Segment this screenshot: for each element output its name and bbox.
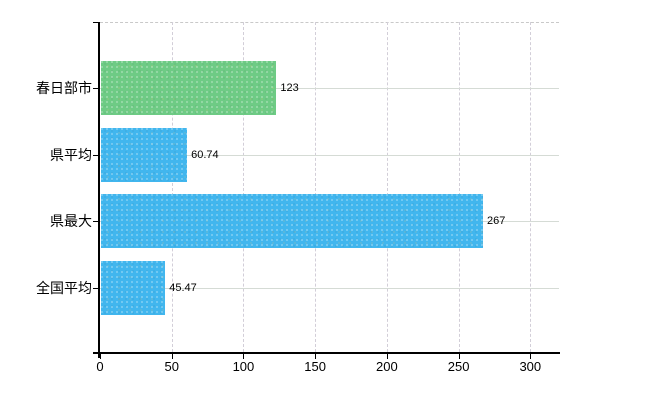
bar-県平均 — [101, 127, 188, 182]
x-tick-label: 50 — [164, 359, 179, 374]
x-tick — [458, 354, 460, 359]
vertical-gridline — [171, 22, 173, 352]
plot-top-border — [100, 22, 559, 23]
x-tick-label: 250 — [447, 359, 470, 374]
vertical-gridline — [243, 22, 245, 352]
bar-value-label: 45.47 — [169, 281, 197, 294]
x-tick — [315, 354, 317, 359]
vertical-gridline — [530, 22, 532, 352]
x-tick — [530, 354, 532, 359]
bar-value-label: 123 — [280, 82, 299, 94]
bar-春日部市 — [101, 61, 277, 115]
x-tick — [171, 354, 173, 359]
vertical-gridline — [458, 22, 460, 352]
x-axis-line — [93, 352, 560, 354]
y-tick — [93, 287, 99, 289]
category-label: 春日部市 — [36, 80, 92, 96]
horizontal-gridline — [100, 154, 559, 156]
category-label: 県最大 — [50, 213, 92, 229]
vertical-gridline — [315, 22, 317, 352]
bar-全国平均 — [101, 260, 166, 315]
x-tick — [100, 354, 101, 359]
bar-県最大 — [101, 194, 483, 248]
category-label: 全国平均 — [36, 279, 92, 296]
vertical-gridline — [386, 22, 388, 352]
bar-value-label: 267 — [486, 215, 506, 227]
x-tick-label: 200 — [376, 359, 398, 374]
x-tick — [243, 354, 245, 359]
x-tick-label: 0 — [96, 359, 104, 374]
x-tick-label: 100 — [232, 359, 255, 374]
y-tick — [93, 88, 99, 89]
y-tick — [93, 22, 99, 23]
x-tick — [386, 354, 388, 359]
horizontal-gridline — [100, 88, 559, 89]
bar-value-label: 60.74 — [191, 148, 219, 161]
y-axis-line — [98, 22, 100, 358]
y-tick — [93, 221, 99, 222]
x-tick-label: 300 — [519, 359, 542, 374]
category-label: 県平均 — [50, 146, 92, 163]
horizontal-gridline — [100, 287, 559, 289]
y-tick — [93, 154, 99, 156]
x-tick-label: 150 — [304, 359, 326, 374]
